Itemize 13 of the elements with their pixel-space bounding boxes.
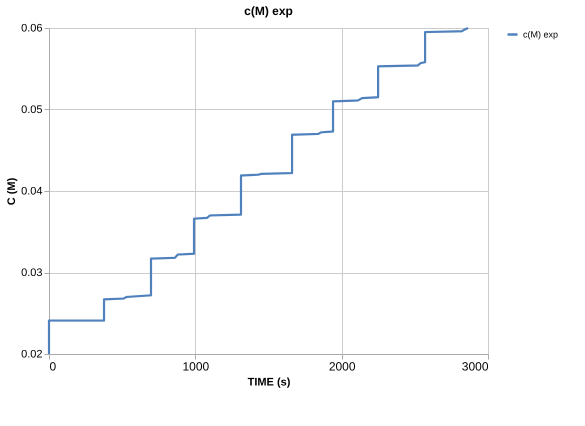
chart-title: c(M) exp xyxy=(244,4,293,18)
y-tick-label: 0.02 xyxy=(21,348,42,360)
x-axis-title: TIME (s) xyxy=(248,376,291,388)
y-tick-label: 0.05 xyxy=(21,104,42,116)
y-tick-label: 0.06 xyxy=(21,22,42,34)
x-tick-label: 1000 xyxy=(182,360,210,374)
y-axis-title: C (M) xyxy=(6,177,18,206)
x-tick-label: 0 xyxy=(50,360,56,374)
x-tick-label: 2000 xyxy=(328,360,356,374)
x-tick-label: 3000 xyxy=(462,360,489,374)
legend-label: c(M) exp xyxy=(523,30,558,40)
y-tick-label: 0.03 xyxy=(21,267,42,279)
y-tick-label: 0.04 xyxy=(21,186,42,198)
